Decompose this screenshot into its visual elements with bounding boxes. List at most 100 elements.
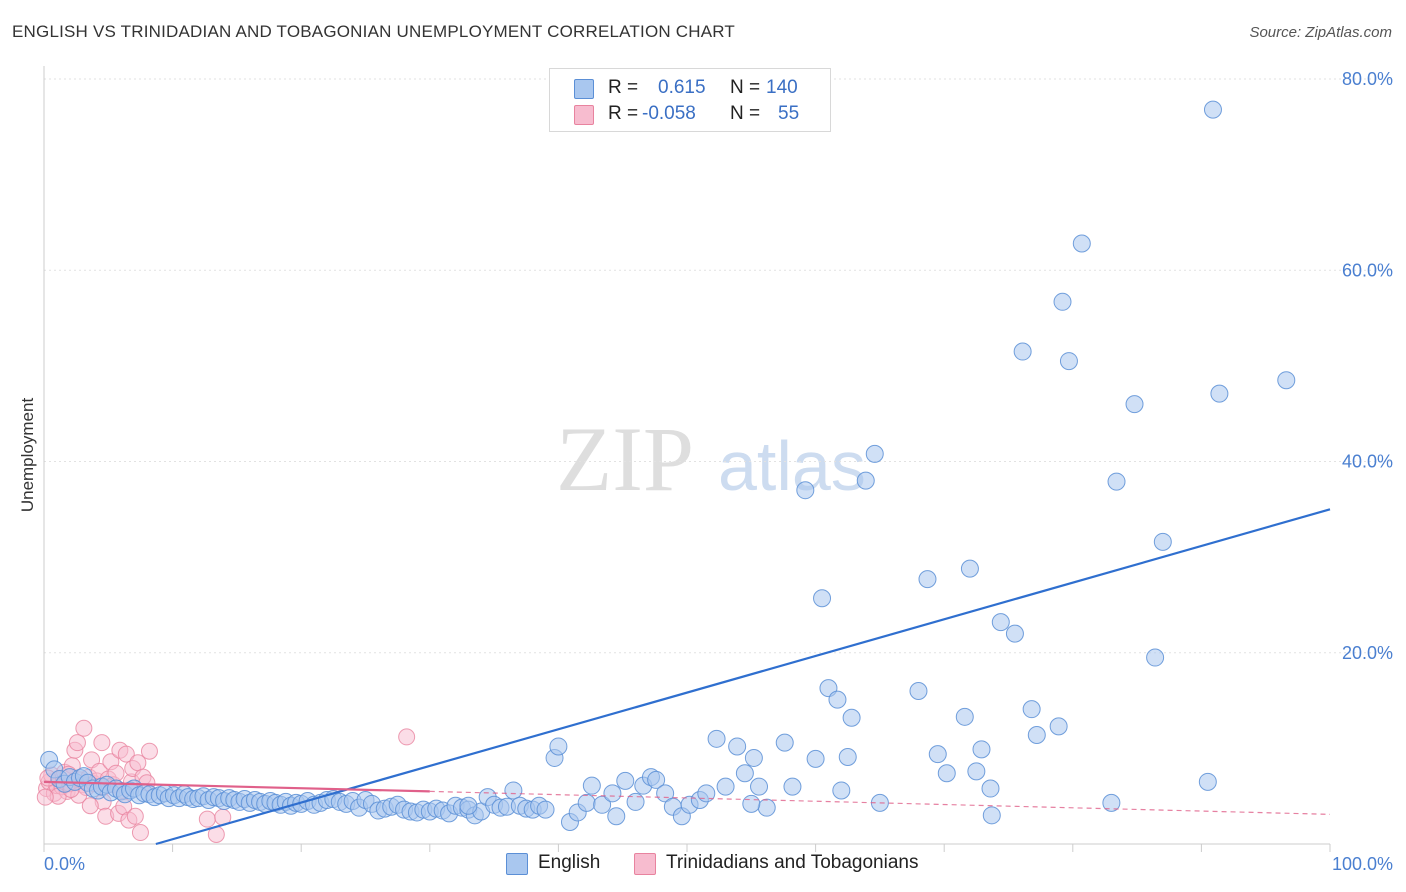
n-value: 140 [766,77,798,98]
english-point [536,800,555,819]
y-tick-label: 20.0% [1342,643,1393,663]
watermark: ZIP atlas [556,408,866,510]
r-value: 0.615 [658,77,706,98]
english-point [707,729,726,748]
english-point [981,779,1000,798]
english-point [549,737,568,756]
trinidadian-point [117,745,135,763]
english-point [1049,717,1068,736]
trinidadian-trendline [43,780,430,793]
english-point [828,690,847,709]
trinidadian-point [93,734,111,752]
english-point [865,444,884,463]
english-point [909,682,928,700]
x-tick-label: 0.0% [44,854,85,874]
y-tick-label: 80.0% [1342,69,1393,89]
r-label: R = [608,77,639,98]
r-label: R = [608,103,639,124]
english-point [1027,725,1046,744]
english-point [716,777,735,796]
legend-label: English [538,852,601,873]
trinidadian-point [75,719,93,737]
english-point [832,781,851,800]
english-point [1102,793,1121,812]
english-point [1277,371,1296,390]
english-point [967,762,986,781]
english-point [775,733,794,752]
english-point [813,589,832,608]
stats-row-english: R = 0.615 N = 140 [550,75,830,101]
trinidadian-point [131,824,149,842]
english-point [742,794,761,813]
english-point [982,806,1001,825]
english-point [955,707,974,726]
english-point [577,793,596,812]
english-point [937,764,956,783]
english-point [750,777,769,796]
english-point [1210,384,1229,403]
english-point [1059,352,1078,371]
english-point [1153,532,1172,551]
trinidadian-point [68,734,86,752]
stats-row-trinidadian: R = -0.058 N = 55 [550,101,830,127]
english-point [1203,100,1222,119]
english-point [918,570,937,589]
chart-title: ENGLISH VS TRINIDADIAN AND TOBAGONIAN UN… [12,22,736,41]
trinidadian-trendline-extension [429,790,1331,815]
english-point [1107,472,1126,491]
stats-box: R = 0.615 N = 140 R = -0.058 N = 55 [549,68,831,132]
english-point [960,559,979,578]
x-tick-label: 100.0% [1332,854,1393,874]
y-tick-label: 40.0% [1342,452,1393,472]
english-point [838,747,857,766]
y-tick-label: 60.0% [1342,260,1393,280]
english-point [656,784,675,803]
english-point [1013,342,1032,361]
watermark-zip: ZIP [556,408,694,510]
english-point [1022,700,1041,719]
english-trendline [155,508,1331,846]
english-point [647,770,666,789]
english-point [796,481,815,500]
n-value: 55 [778,103,800,124]
english-point [1125,395,1144,414]
english-point [1198,772,1217,791]
english-point [735,764,754,783]
english-point [1072,234,1091,253]
english-swatch [506,853,528,875]
english-point [842,708,861,727]
english-point [607,807,626,826]
trinidadian-point [140,742,158,760]
english-point [757,798,776,817]
english-point [603,784,622,803]
english-point [991,613,1010,632]
english-point [744,748,763,767]
r-value: -0.058 [642,103,696,124]
english-point [928,745,947,764]
trinidadian-swatch [574,105,594,125]
trinidadian-point [36,788,54,806]
english-point [504,781,523,800]
english-point [856,471,875,490]
english-point [806,749,825,768]
english-point [1005,624,1024,643]
english-point [582,776,601,795]
n-label: N = [730,103,761,124]
trinidadian-swatch [634,853,656,875]
trinidadian-point [81,797,99,815]
english-point [1146,648,1165,667]
watermark-atlas: atlas [718,427,866,505]
trinidadian-point [126,807,144,825]
trinidadian-point [398,728,416,746]
english-point [626,792,645,811]
english-point [1053,292,1072,311]
english-point [697,784,716,803]
english-point [616,771,635,790]
legend-label: Trinidadians and Tobagonians [666,852,919,873]
source-label: Source: ZipAtlas.com [1249,24,1392,41]
english-swatch [574,79,594,99]
trinidadian-point [198,810,216,828]
english-point [783,777,802,796]
english-point [972,740,991,759]
